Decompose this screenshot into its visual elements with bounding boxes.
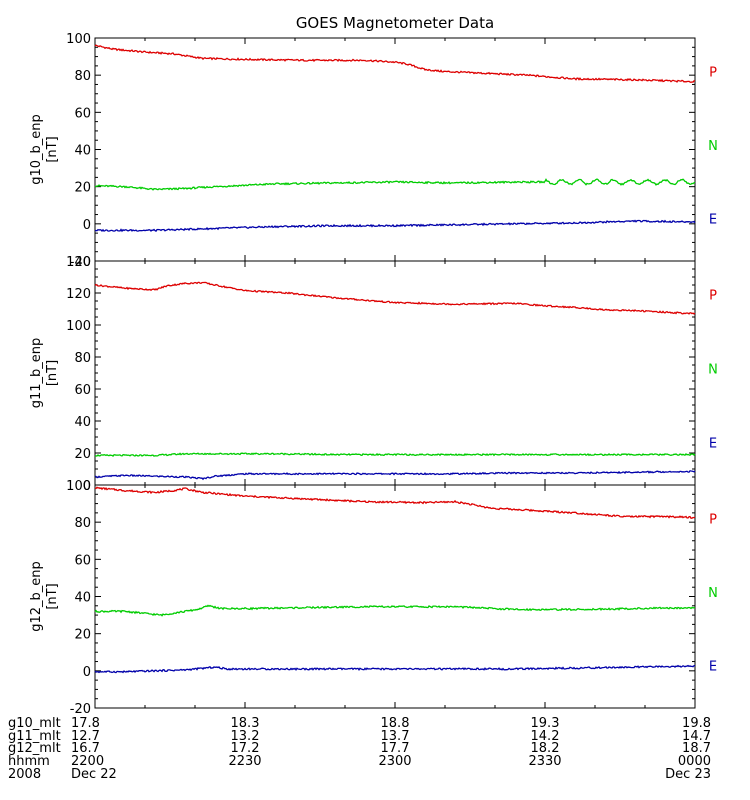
bottom-row-value: 18.7 (682, 741, 711, 756)
y-tick-label: 20 (74, 628, 91, 643)
legend-n: N (708, 363, 718, 378)
series-line-n (94, 452, 696, 457)
legend-n: N (708, 586, 718, 601)
bottom-row-label: g11_mlt (8, 729, 61, 744)
bottom-row-label: hhmm (8, 754, 50, 769)
y-tick-label: 80 (74, 516, 91, 531)
legend-e: E (709, 660, 717, 675)
y-axis-unit: [nT] (45, 583, 60, 609)
y-tick-label: -20 (70, 255, 91, 270)
y-tick-label: -20 (70, 702, 91, 717)
y-tick-label: 60 (74, 553, 91, 568)
bottom-row-value: 2200 (71, 754, 104, 769)
panel-frame (94, 484, 696, 709)
y-axis-label: g11_b_enp (29, 338, 44, 409)
series-line-n (94, 604, 696, 617)
y-tick-label: 100 (66, 479, 91, 494)
y-tick-label: 20 (74, 447, 91, 462)
panel-1: -20 0 20 40 60 80 100 g10_b_enp [nT] P N E (29, 32, 718, 270)
legend-e: E (709, 436, 717, 451)
bottom-row-label: g12_mlt (8, 741, 61, 756)
series-line-p (94, 486, 696, 519)
series-line-p (94, 44, 696, 83)
bottom-row-value: 19.8 (682, 716, 711, 731)
legend-e: E (709, 213, 717, 228)
y-axis-unit: [nT] (45, 136, 60, 162)
bottom-row-value: 12.7 (71, 729, 100, 744)
y-tick-label: 40 (74, 591, 91, 606)
y-axis-label: g12_b_enp (29, 561, 44, 632)
y-tick-label: 20 (74, 181, 91, 196)
bottom-row-value: 19.3 (531, 716, 560, 731)
y-tick-label: 40 (74, 144, 91, 159)
bottom-row-value: 17.2 (231, 741, 260, 756)
bottom-row-value: 17.8 (71, 716, 100, 731)
y-tick-label: 80 (74, 351, 91, 366)
y-tick-label: 0 (83, 665, 91, 680)
bottom-row-value: 17.7 (381, 741, 410, 756)
y-tick-label: 0 (83, 479, 91, 494)
panel-frame (94, 37, 696, 262)
bottom-row-value: 2300 (378, 754, 411, 769)
bottom-row-value: 0000 (678, 754, 711, 769)
bottom-row-value: Dec 23 (665, 767, 711, 782)
series-line-e (94, 219, 696, 233)
y-tick-label: 100 (66, 319, 91, 334)
series-line-p (94, 281, 696, 315)
panel-3: -20 0 20 40 60 80 100 g12_b_enp [nT] P N E (29, 479, 718, 717)
bottom-labels: g10_mlt 17.8 18.3 18.8 19.3 19.8 g11_mlt 12.7 13… (8, 716, 711, 782)
series-line-n (95, 178, 696, 191)
bottom-row-value: 2230 (228, 754, 261, 769)
y-tick-label: 80 (74, 69, 91, 84)
series-line-e (94, 664, 696, 674)
chart-title: GOES Magnetometer Data (296, 14, 494, 32)
bottom-row-value: 16.7 (71, 741, 100, 756)
y-tick-label: 120 (66, 287, 91, 302)
y-tick-label: 60 (74, 106, 91, 121)
bottom-row-value: Dec 22 (71, 767, 117, 782)
bottom-row-value: 18.8 (381, 716, 410, 731)
series-line-e (94, 470, 696, 481)
bottom-row-value: 13.2 (231, 729, 260, 744)
y-tick-label: 0 (83, 218, 91, 233)
bottom-row-value: 18.3 (231, 716, 260, 731)
bottom-row-value: 14.7 (682, 729, 711, 744)
bottom-row-value: 13.7 (381, 729, 410, 744)
y-axis-unit: [nT] (45, 360, 60, 386)
legend-n: N (708, 139, 718, 154)
bottom-row-label: g10_mlt (8, 716, 61, 731)
legend-p: P (709, 512, 717, 527)
bottom-row-value: 14.2 (531, 729, 560, 744)
bottom-row-value: 18.2 (531, 741, 560, 756)
legend-p: P (709, 289, 717, 304)
y-tick-label: 140 (66, 255, 91, 270)
bottom-row-label: 2008 (8, 767, 41, 782)
y-tick-label: 60 (74, 383, 91, 398)
y-tick-label: 40 (74, 415, 91, 430)
panel-frame (94, 260, 696, 486)
y-axis-label: g10_b_enp (29, 114, 44, 185)
bottom-row-value: 2330 (528, 754, 561, 769)
panel-2: 0 20 40 60 80 100 120 140 g11_b_enp [nT] P N E (29, 255, 718, 494)
legend-p: P (709, 65, 717, 80)
y-tick-label: 100 (66, 32, 91, 47)
